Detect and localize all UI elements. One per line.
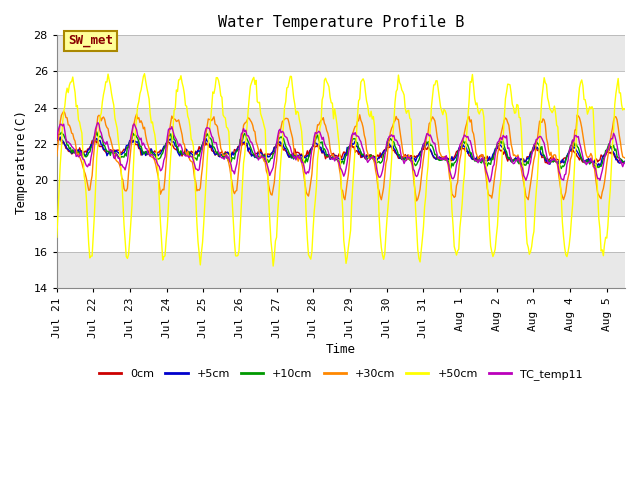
Bar — [57, 108, 625, 144]
Legend: 0cm, +5cm, +10cm, +30cm, +50cm, TC_temp11: 0cm, +5cm, +10cm, +30cm, +50cm, TC_temp1… — [95, 364, 587, 384]
X-axis label: Time: Time — [326, 343, 356, 356]
Title: Water Temperature Profile B: Water Temperature Profile B — [218, 15, 464, 30]
Bar — [57, 252, 625, 288]
Bar — [57, 36, 625, 72]
Y-axis label: Temperature(C): Temperature(C) — [15, 109, 28, 214]
Text: SW_met: SW_met — [68, 35, 113, 48]
Bar — [57, 180, 625, 216]
